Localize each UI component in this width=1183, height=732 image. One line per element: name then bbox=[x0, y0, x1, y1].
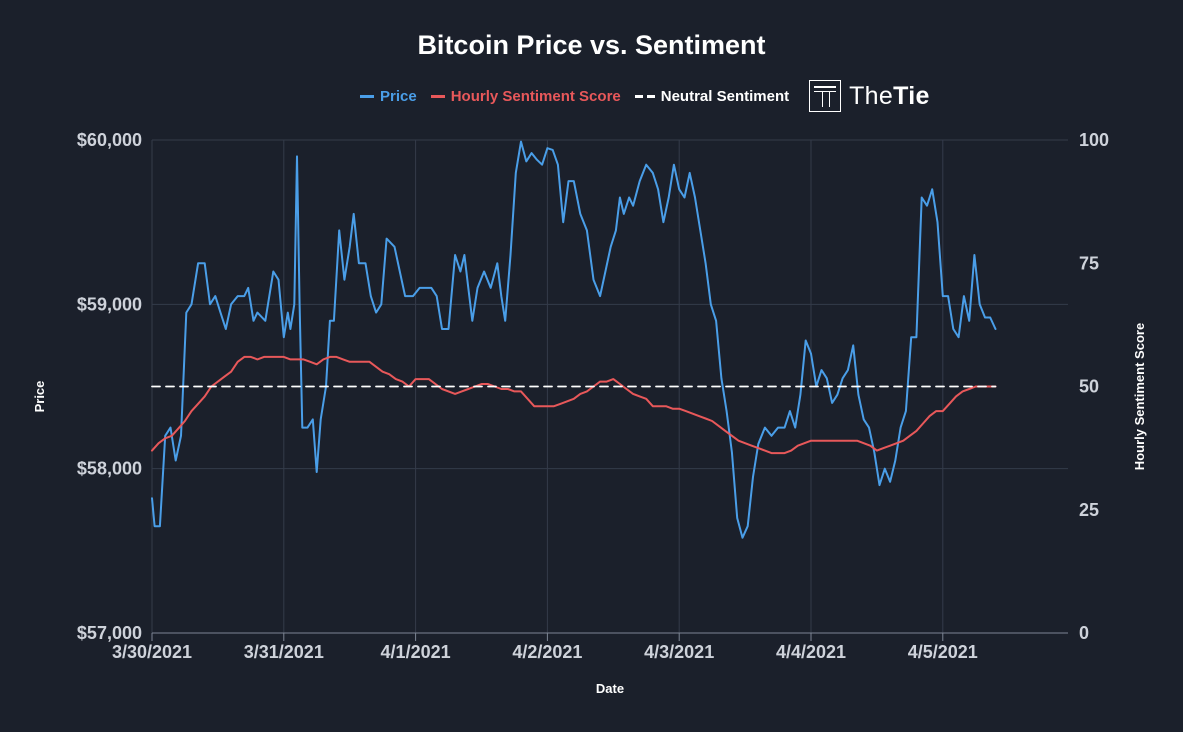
y-right-tick-label: 75 bbox=[1079, 253, 1099, 273]
series-line-0 bbox=[151, 140, 997, 539]
legend-swatch-price bbox=[360, 94, 374, 98]
y-right-tick-label: 25 bbox=[1079, 500, 1099, 520]
y-left-tick-label: $57,000 bbox=[77, 623, 142, 643]
series-layer bbox=[151, 140, 997, 539]
legend-label-price: Price bbox=[380, 87, 417, 105]
x-tick-label: 4/5/2021 bbox=[908, 642, 978, 662]
legend: Price Hourly Sentiment Score Neutral Sen… bbox=[360, 78, 930, 114]
x-axis-title: Date bbox=[596, 681, 624, 696]
x-tick-label: 3/30/2021 bbox=[112, 642, 192, 662]
brand-logo: TheTie bbox=[809, 80, 930, 112]
y-right-tick-label: 100 bbox=[1079, 130, 1109, 150]
y-left-tick-label: $58,000 bbox=[77, 459, 142, 479]
legend-item-neutral[interactable]: Neutral Sentiment bbox=[634, 87, 790, 105]
x-tick-label: 4/1/2021 bbox=[381, 642, 451, 662]
legend-swatch-neutral bbox=[634, 94, 655, 98]
x-tick-label: 4/2/2021 bbox=[512, 642, 582, 662]
y-left-tick-label: $60,000 bbox=[77, 130, 142, 150]
legend-label-sentiment: Hourly Sentiment Score bbox=[450, 87, 621, 105]
legend-swatch-sentiment bbox=[430, 94, 445, 98]
x-tick-label: 3/31/2021 bbox=[244, 642, 324, 662]
y-right-tick-label: 0 bbox=[1079, 623, 1089, 643]
chart-title: Bitcoin Price vs. Sentiment bbox=[417, 30, 766, 60]
axes: $57,000 $58,000 $59,000 $60,000 0 25 50 75 100 3/… bbox=[32, 130, 1147, 696]
y-right-axis-title: Hourly Sentiment Score bbox=[1132, 323, 1147, 470]
legend-item-price[interactable]: Price bbox=[360, 88, 417, 105]
y-right-tick-label: 50 bbox=[1079, 377, 1099, 397]
x-tick-label: 4/4/2021 bbox=[776, 642, 846, 662]
legend-label-neutral: Neutral Sentiment bbox=[660, 87, 790, 105]
y-left-axis-title: Price bbox=[32, 381, 47, 413]
legend-item-sentiment[interactable]: Hourly Sentiment Score bbox=[430, 87, 621, 105]
thetie-logo-icon bbox=[809, 80, 842, 112]
brand-wordmark: TheTie bbox=[849, 81, 930, 110]
series-line-1 bbox=[151, 355, 997, 455]
y-left-tick-label: $59,000 bbox=[77, 294, 142, 314]
x-tick-label: 4/3/2021 bbox=[644, 642, 714, 662]
